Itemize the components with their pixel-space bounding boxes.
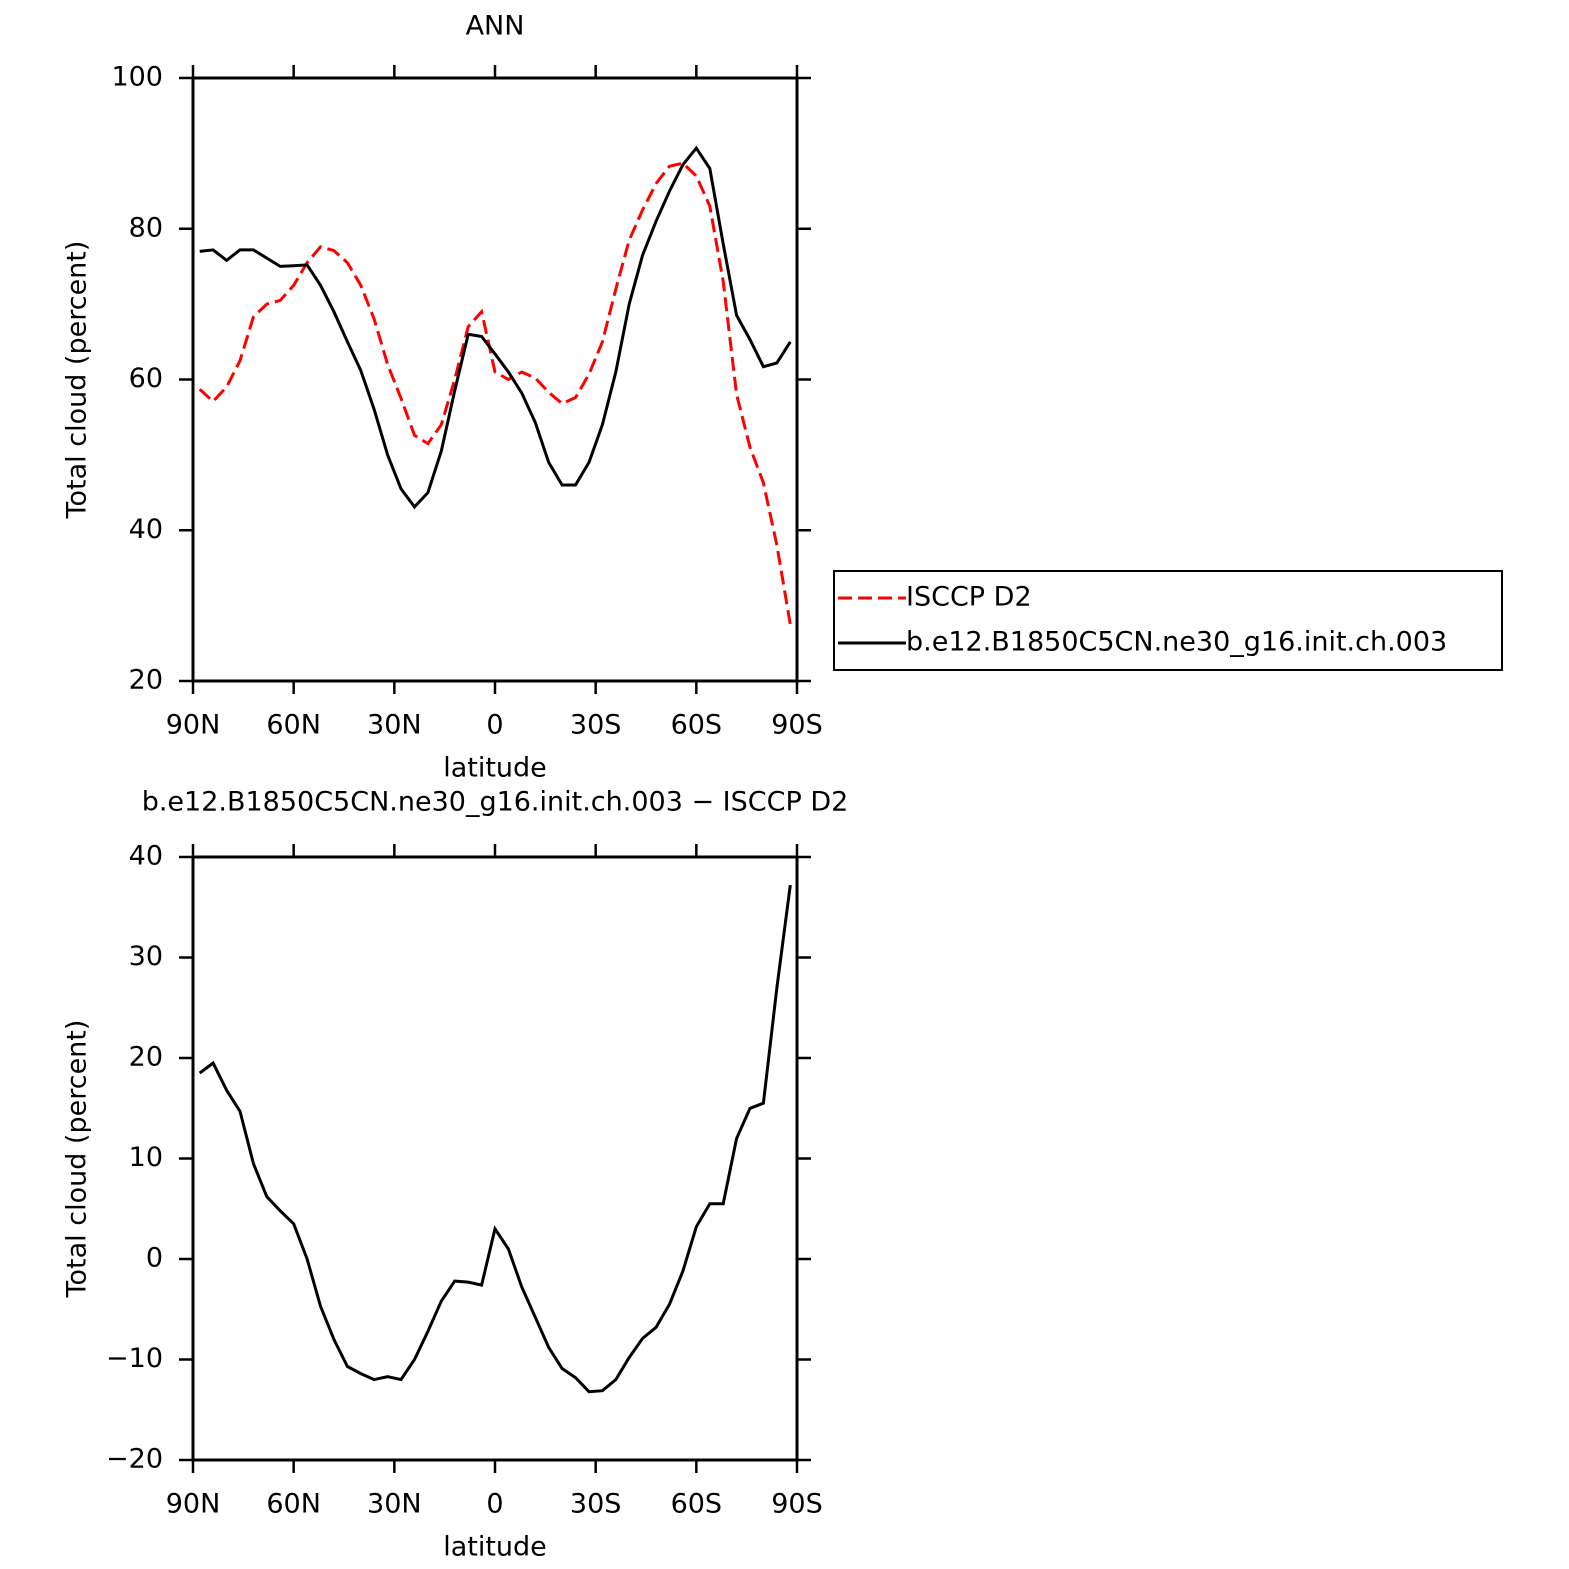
legend-label: b.e12.B1850C5CN.ne30_g16.init.ch.003 <box>906 627 1447 658</box>
x-tick-label: 30S <box>570 710 622 741</box>
x-tick-label: 90S <box>771 1489 823 1520</box>
y-tick-label: 20 <box>129 1042 163 1073</box>
y-tick-label: 0 <box>146 1243 163 1274</box>
x-tick-label: 0 <box>486 710 503 741</box>
chart-title: b.e12.B1850C5CN.ne30_g16.init.ch.003 − I… <box>142 787 849 818</box>
x-tick-label: 60N <box>266 710 321 741</box>
y-tick-label: 60 <box>129 363 163 394</box>
data-line <box>198 884 792 1394</box>
y-tick-label: 100 <box>111 62 163 93</box>
x-tick-label: 60N <box>266 1489 321 1520</box>
x-axis-label: latitude <box>443 1532 547 1563</box>
chart-title: ANN <box>466 11 525 42</box>
x-tick-label: 30N <box>367 1489 422 1520</box>
y-tick-label: 10 <box>129 1142 163 1173</box>
plot-frame <box>191 855 799 1462</box>
y-tick-label: 20 <box>129 665 163 696</box>
x-tick-label: 90N <box>166 710 221 741</box>
y-tick-label: −20 <box>106 1444 163 1475</box>
y-tick-label: 40 <box>129 841 163 872</box>
x-tick-label: 0 <box>486 1489 503 1520</box>
x-tick-label: 60S <box>671 710 723 741</box>
plot-frame <box>191 76 799 683</box>
y-tick-label: 80 <box>129 212 163 243</box>
x-tick-label: 90S <box>771 710 823 741</box>
x-tick-label: 60S <box>671 1489 723 1520</box>
legend-label: ISCCP D2 <box>906 582 1032 613</box>
y-tick-label: 40 <box>129 514 163 545</box>
y-axis-label: Total cloud (percent) <box>62 241 93 520</box>
x-tick-label: 30N <box>367 710 422 741</box>
y-tick-label: 30 <box>129 941 163 972</box>
legend-box <box>833 570 1503 671</box>
data-line <box>198 161 792 625</box>
x-tick-label: 30S <box>570 1489 622 1520</box>
y-tick-label: −10 <box>106 1343 163 1374</box>
x-axis-label: latitude <box>443 753 547 784</box>
data-line <box>199 145 792 510</box>
x-tick-label: 90N <box>166 1489 221 1520</box>
y-axis-label: Total cloud (percent) <box>62 1020 93 1299</box>
